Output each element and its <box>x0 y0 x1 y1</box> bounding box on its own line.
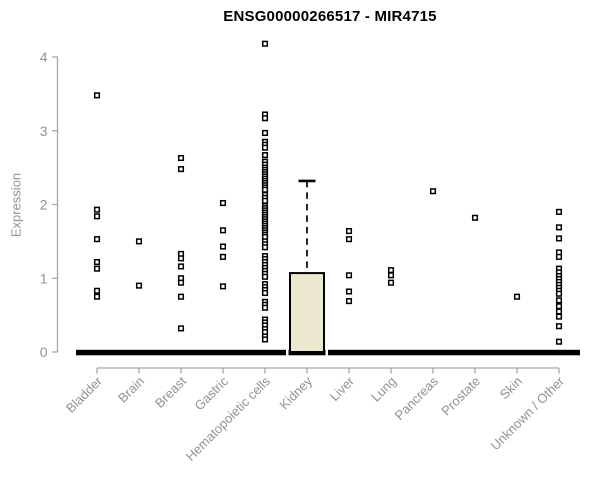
data-point <box>135 282 143 289</box>
y-tick-label: 3 <box>40 123 48 139</box>
data-point <box>345 298 353 305</box>
data-point <box>93 293 101 300</box>
data-point <box>93 265 101 272</box>
data-point <box>261 129 269 137</box>
data-point <box>513 293 521 300</box>
data-point <box>555 313 563 320</box>
data-point <box>261 273 269 280</box>
x-category-label: Lung <box>368 374 399 405</box>
zero-median-bar <box>538 349 580 356</box>
data-point <box>177 263 185 270</box>
data-point <box>261 197 269 204</box>
zero-median-bar <box>118 349 160 356</box>
zero-median-bar <box>328 349 370 356</box>
data-point <box>219 227 227 234</box>
data-point <box>261 304 269 311</box>
data-point <box>93 92 101 99</box>
x-category-label: Skin <box>497 374 525 402</box>
data-point <box>219 283 227 290</box>
box-kidney <box>289 272 325 353</box>
data-point <box>387 279 395 286</box>
y-tick-label: 2 <box>40 197 48 213</box>
x-category-label: Gastric <box>191 373 231 413</box>
x-category-label: Brain <box>115 374 147 406</box>
data-point <box>555 303 563 310</box>
data-point <box>177 154 185 162</box>
data-point <box>93 213 101 220</box>
data-point <box>261 152 269 159</box>
data-point <box>555 224 563 231</box>
data-point <box>219 243 227 250</box>
chart-title: ENSG00000266517 - MIR4715 <box>223 8 437 25</box>
x-category-label: Kidney <box>276 373 315 412</box>
data-point <box>555 208 563 215</box>
data-point <box>93 258 101 266</box>
data-point <box>219 253 227 260</box>
zero-median-bar <box>370 349 412 356</box>
data-point <box>555 338 563 345</box>
zero-median-bar <box>244 349 286 356</box>
y-tick-label: 1 <box>40 270 48 286</box>
data-point <box>219 199 227 207</box>
data-point <box>555 323 563 330</box>
zero-median-bar <box>454 349 496 356</box>
data-point <box>555 253 563 260</box>
data-point <box>345 272 353 279</box>
data-point <box>345 288 353 295</box>
x-category-label: Prostate <box>438 374 483 419</box>
data-point <box>555 290 563 297</box>
data-point <box>555 308 563 315</box>
data-point <box>387 272 395 279</box>
zero-median-bar <box>160 349 202 356</box>
data-point <box>93 236 101 243</box>
data-point <box>261 144 269 151</box>
data-point <box>261 115 269 122</box>
data-point <box>261 186 269 193</box>
y-tick-label: 4 <box>40 49 48 65</box>
data-point <box>345 228 353 235</box>
zero-median-bar <box>412 349 454 356</box>
data-point <box>261 40 269 47</box>
data-point <box>387 267 395 274</box>
data-point <box>555 235 563 242</box>
data-point <box>261 289 269 297</box>
zero-median-bar <box>76 349 118 356</box>
data-point <box>429 188 437 195</box>
data-point <box>135 238 143 245</box>
data-point <box>177 293 185 300</box>
data-point <box>555 297 563 304</box>
data-point <box>177 255 185 262</box>
x-category-label: Unknown / Other <box>488 373 568 453</box>
zero-median-bar <box>202 349 244 356</box>
data-point <box>177 325 185 332</box>
data-point <box>345 236 353 243</box>
data-point <box>93 287 101 294</box>
x-category-label: Liver <box>327 373 358 404</box>
zero-median-bar <box>496 349 538 356</box>
data-point <box>177 279 185 286</box>
x-category-label: Bladder <box>63 373 106 416</box>
data-point <box>261 336 269 343</box>
data-point <box>471 214 479 221</box>
x-category-label: Pancreas <box>392 373 442 423</box>
data-point <box>261 244 269 251</box>
data-point <box>93 206 101 213</box>
y-tick-label: 0 <box>40 344 48 360</box>
data-point <box>177 166 185 173</box>
x-category-label: Breast <box>152 373 189 410</box>
